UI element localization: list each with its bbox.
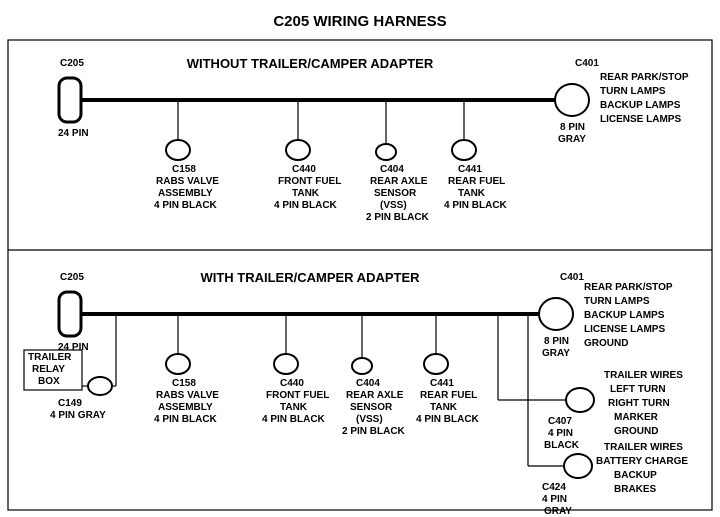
relay-box-l3: BOX — [38, 376, 60, 387]
relay-box-l2: RELAY — [32, 364, 65, 375]
c205-id: C205 — [60, 58, 84, 69]
c401-color: GRAY — [558, 134, 586, 145]
section2-subtitle: WITH TRAILER/CAMPER ADAPTER — [200, 270, 420, 285]
c407-r-1: LEFT TURN — [610, 384, 666, 395]
drop-lbl-2-4: 2 PIN BLACK — [366, 212, 430, 223]
c401-func-1: TURN LAMPS — [600, 86, 666, 97]
drop-lbl-0-3: 4 PIN BLACK — [154, 200, 218, 211]
relay-box-l1: TRAILER — [28, 352, 72, 363]
drop2-conn-2 — [352, 358, 372, 374]
drop2-lbl-1-0: C440 — [280, 378, 304, 389]
c424-l-1: 4 PIN — [542, 494, 567, 505]
diagram-title: C205 WIRING HARNESS — [273, 13, 446, 30]
drop-lbl-3-3: 4 PIN BLACK — [444, 200, 508, 211]
drop2-lbl-0-3: 4 PIN BLACK — [154, 414, 218, 425]
drop2-lbl-3-1: REAR FUEL — [420, 390, 477, 401]
drop2-conn-0 — [166, 354, 190, 374]
drop2-lbl-3-2: TANK — [430, 402, 458, 413]
c407-r-2: RIGHT TURN — [608, 398, 670, 409]
c149-pins: 4 PIN GRAY — [50, 410, 106, 421]
drop-lbl-3-1: REAR FUEL — [448, 176, 505, 187]
drop-lbl-2-2: SENSOR — [374, 188, 417, 199]
drop2-lbl-3-0: C441 — [430, 378, 454, 389]
c401-id-2: C401 — [560, 272, 584, 283]
c401-connector — [555, 84, 589, 116]
drop2-lbl-3-3: 4 PIN BLACK — [416, 414, 480, 425]
c424-l-0: C424 — [542, 482, 566, 493]
c407-l-1: 4 PIN — [548, 428, 573, 439]
drop-lbl-2-1: REAR AXLE — [370, 176, 428, 187]
c205-id-2: C205 — [60, 272, 84, 283]
drop2-lbl-2-4: 2 PIN BLACK — [342, 426, 406, 437]
drop-lbl-2-0: C404 — [380, 164, 404, 175]
c401-func2-1: TURN LAMPS — [584, 296, 650, 307]
c205-connector — [59, 78, 81, 122]
section1-subtitle: WITHOUT TRAILER/CAMPER ADAPTER — [187, 56, 434, 71]
c149-connector — [88, 377, 112, 395]
drop2-lbl-1-1: FRONT FUEL — [266, 390, 329, 401]
c401-func2-4: GROUND — [584, 338, 628, 349]
c424-r-3: BRAKES — [614, 484, 657, 495]
drop2-lbl-1-3: 4 PIN BLACK — [262, 414, 326, 425]
drop2-lbl-0-1: RABS VALVE — [156, 390, 219, 401]
c424-l-2: GRAY — [544, 506, 572, 517]
drop-conn-1 — [286, 140, 310, 160]
c407-l-0: C407 — [548, 416, 572, 427]
drop-lbl-1-1: FRONT FUEL — [278, 176, 341, 187]
c401-pins-2: 8 PIN — [544, 336, 569, 347]
c407-r-0: TRAILER WIRES — [604, 370, 683, 381]
drop2-lbl-0-2: ASSEMBLY — [158, 402, 213, 413]
drop2-lbl-2-1: REAR AXLE — [346, 390, 404, 401]
drop2-lbl-1-2: TANK — [280, 402, 308, 413]
drop-lbl-1-3: 4 PIN BLACK — [274, 200, 338, 211]
c401-color-2: GRAY — [542, 348, 570, 359]
drop2-lbl-2-2: SENSOR — [350, 402, 393, 413]
c401-func-0: REAR PARK/STOP — [600, 72, 689, 83]
drop-lbl-2-3: (VSS) — [380, 200, 407, 211]
drop-lbl-1-0: C440 — [292, 164, 316, 175]
drop-lbl-0-2: ASSEMBLY — [158, 188, 213, 199]
c401-connector-2 — [539, 298, 573, 330]
c407-r-4: GROUND — [614, 426, 658, 437]
c149-id: C149 — [58, 398, 82, 409]
drop-lbl-1-2: TANK — [292, 188, 320, 199]
c407-connector — [566, 388, 594, 412]
c424-r-2: BACKUP — [614, 470, 657, 481]
c401-func2-2: BACKUP LAMPS — [584, 310, 665, 321]
c424-connector — [564, 454, 592, 478]
drop-conn-2 — [376, 144, 396, 160]
drop-lbl-3-2: TANK — [458, 188, 486, 199]
c424-r-1: BATTERY CHARGE — [596, 456, 688, 467]
drop-lbl-0-0: C158 — [172, 164, 196, 175]
drop2-conn-1 — [274, 354, 298, 374]
c424-r-0: TRAILER WIRES — [604, 442, 683, 453]
c205-connector-2 — [59, 292, 81, 336]
c407-r-3: MARKER — [614, 412, 659, 423]
c205-pins: 24 PIN — [58, 128, 89, 139]
c401-func2-3: LICENSE LAMPS — [584, 324, 665, 335]
drop-conn-0 — [166, 140, 190, 160]
drop2-lbl-2-3: (VSS) — [356, 414, 383, 425]
drop-lbl-0-1: RABS VALVE — [156, 176, 219, 187]
c407-l-2: BLACK — [544, 440, 580, 451]
drop-conn-3 — [452, 140, 476, 160]
c401-func-3: LICENSE LAMPS — [600, 114, 681, 125]
c401-id: C401 — [575, 58, 599, 69]
drop2-lbl-0-0: C158 — [172, 378, 196, 389]
drop-lbl-3-0: C441 — [458, 164, 482, 175]
drop2-lbl-2-0: C404 — [356, 378, 380, 389]
drop2-conn-3 — [424, 354, 448, 374]
c401-pins: 8 PIN — [560, 122, 585, 133]
c401-func2-0: REAR PARK/STOP — [584, 282, 673, 293]
c401-func-2: BACKUP LAMPS — [600, 100, 681, 111]
